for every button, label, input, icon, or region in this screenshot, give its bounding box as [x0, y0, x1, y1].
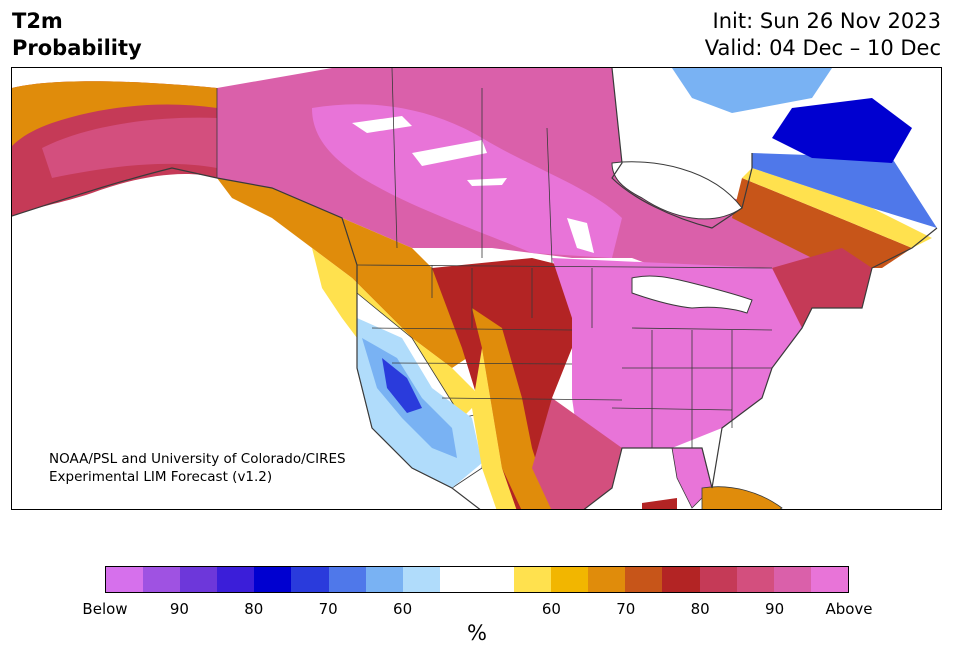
init-date: Init: Sun 26 Nov 2023	[712, 9, 941, 33]
colorbar-segment-9	[439, 567, 477, 592]
colorbar-tick-6: 70	[616, 600, 636, 618]
colorbar-segment-3	[217, 567, 255, 592]
colorbar-segment-17	[736, 567, 774, 592]
hudson-bay	[611, 161, 743, 220]
east-canada-cold	[752, 153, 937, 228]
credit-text: NOAA/PSL and University of Colorado/CIRE…	[49, 450, 346, 486]
colorbar-tick-4: 60	[393, 600, 413, 618]
cuba	[701, 486, 783, 509]
arctic-lake-4	[567, 218, 594, 253]
colorbar-segment-0	[106, 567, 144, 592]
colorbar-segment-13	[588, 567, 626, 592]
colorbar-segment-12	[551, 567, 589, 592]
colorbar	[105, 566, 849, 593]
colorbar-segment-10	[476, 567, 515, 592]
arctic-lake-1	[352, 116, 412, 133]
colorbar-tick-7: 80	[690, 600, 710, 618]
colorbar-segment-4	[254, 567, 292, 592]
colorbar-segment-14	[625, 567, 663, 592]
title-line-1: T2m	[12, 9, 63, 33]
colorbar-segment-15	[662, 567, 700, 592]
valid-date: Valid: 04 Dec – 10 Dec	[704, 36, 941, 60]
map-title: T2m Probability	[12, 8, 142, 62]
map-panel	[11, 67, 942, 510]
caribbean-island	[642, 498, 677, 509]
canada-core	[312, 104, 622, 258]
plains-yellow	[472, 348, 517, 509]
colorbar-tick-8: 90	[765, 600, 785, 618]
west-coast-orange	[217, 178, 482, 368]
colorbar-tick-3: 70	[318, 600, 338, 618]
colorbar-segment-16	[699, 567, 737, 592]
forecast-dates: Init: Sun 26 Nov 2023 Valid: 04 Dec – 10…	[705, 8, 941, 62]
colorbar-tick-2: 80	[244, 600, 264, 618]
north-america-map	[12, 68, 938, 509]
plains-orange	[472, 308, 552, 509]
labrador-blue	[772, 98, 912, 163]
alaska-outer-band	[12, 81, 217, 146]
colorbar-tick-9: Above	[825, 600, 873, 618]
great-lakes	[631, 275, 753, 314]
colorbar-segment-18	[773, 567, 811, 592]
baffin-blue	[672, 68, 832, 113]
credit-line-1: NOAA/PSL and University of Colorado/CIRE…	[49, 451, 346, 467]
colorbar-segment-5	[291, 567, 329, 592]
credit-line-2: Experimental LIM Forecast (v1.2)	[49, 469, 273, 485]
texas-region	[532, 398, 622, 509]
colorbar-segment-19	[810, 567, 848, 592]
colorbar-segment-1	[143, 567, 181, 592]
colorbar-segment-7	[365, 567, 403, 592]
colorbar-tick-1: 90	[169, 600, 189, 618]
colorbar-segment-6	[328, 567, 366, 592]
colorbar-segment-11	[514, 567, 552, 592]
political-borders	[216, 68, 773, 448]
colorbar-segment-2	[180, 567, 218, 592]
colorbar-segment-8	[402, 567, 440, 592]
alaska-inner-band	[42, 117, 217, 178]
arctic-lake-3	[467, 178, 507, 186]
colorbar-tick-0: Below	[82, 600, 128, 618]
colorbar-unit: %	[467, 621, 487, 645]
east-canada-yellow	[742, 168, 932, 248]
colorbar-tick-5: 60	[541, 600, 561, 618]
coastlines	[12, 68, 938, 509]
arctic-lake-2	[412, 140, 487, 166]
southwest-deep-blue	[382, 358, 422, 413]
title-line-2: Probability	[12, 36, 142, 60]
east-canada-warm	[732, 178, 912, 268]
